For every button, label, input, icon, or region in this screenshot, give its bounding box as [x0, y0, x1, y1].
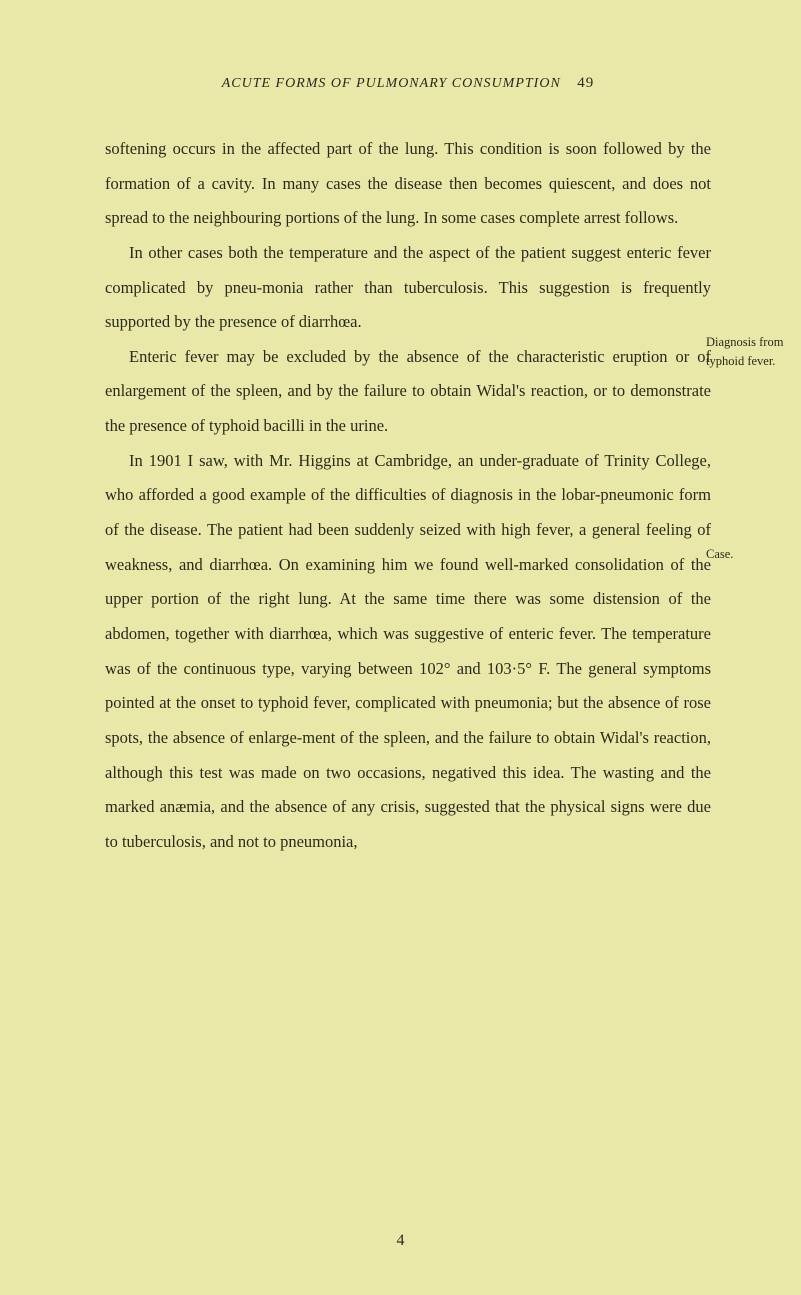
page-number: 49: [577, 75, 594, 91]
margin-note-diagnosis: Diagnosis from typhoid fever.: [706, 333, 786, 371]
paragraph-3: Enteric fever may be excluded by the abs…: [105, 340, 711, 444]
paragraph-1: softening occurs in the affected part of…: [105, 132, 711, 236]
paragraph-4: In 1901 I saw, with Mr. Higgins at Cambr…: [105, 444, 711, 860]
margin-note-case: Case.: [706, 545, 786, 564]
paragraph-2: In other cases both the temperature and …: [105, 236, 711, 340]
running-title: ACUTE FORMS OF PULMONARY CONSUMPTION: [222, 76, 561, 91]
signature-number: 4: [397, 1232, 405, 1250]
page-header: ACUTE FORMS OF PULMONARY CONSUMPTION 49: [105, 75, 711, 92]
body-text-container: softening occurs in the affected part of…: [105, 132, 711, 859]
